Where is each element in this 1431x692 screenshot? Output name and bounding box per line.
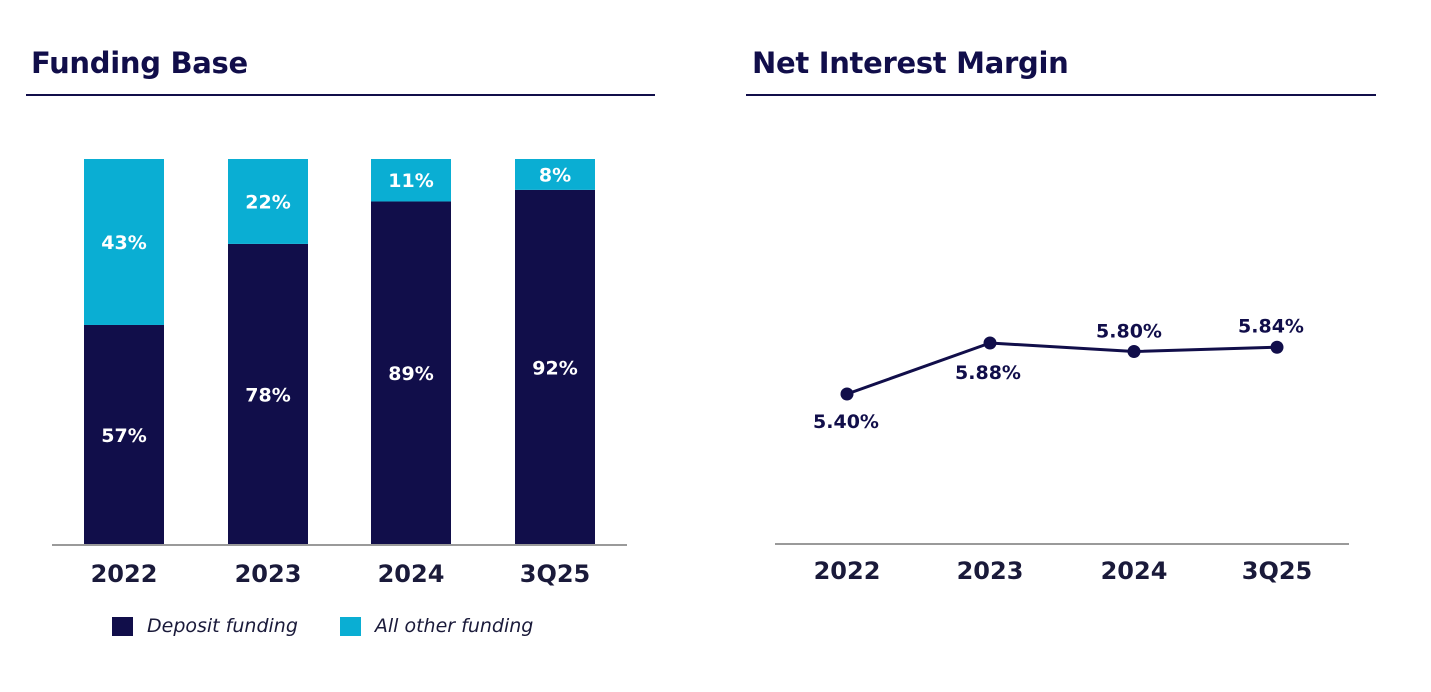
nim-point-2023 bbox=[983, 336, 997, 350]
x-tick-label-2023: 2023 bbox=[235, 560, 302, 588]
nim-label-3q25: 5.84% bbox=[1238, 315, 1304, 337]
bar-label-other-2023: 22% bbox=[245, 191, 290, 213]
nim-point-2024 bbox=[1127, 345, 1141, 358]
bar-deposit-2022 bbox=[84, 324, 164, 545]
nim-label-2022: 5.40% bbox=[813, 411, 879, 433]
nim-x-tick-label-2022: 2022 bbox=[814, 557, 881, 585]
nim-x-tick-label-3q25: 3Q25 bbox=[1242, 557, 1313, 585]
nim-label-2023: 5.88% bbox=[955, 362, 1021, 384]
nim-point-3q25 bbox=[1270, 340, 1284, 354]
bar-label-deposit-2022: 57% bbox=[101, 425, 146, 447]
bar-label-other-2024: 11% bbox=[388, 170, 433, 192]
nim-x-tick-label-2023: 2023 bbox=[957, 557, 1024, 585]
funding-base-title-rule bbox=[26, 94, 655, 96]
bar-deposit-3q25 bbox=[515, 189, 595, 545]
bar-label-other-3q25: 8% bbox=[539, 164, 571, 186]
x-tick-label-3q25: 3Q25 bbox=[520, 560, 591, 588]
funding-base-title: Funding Base bbox=[31, 46, 248, 80]
x-tick-label-2022: 2022 bbox=[91, 560, 158, 588]
legend-label-deposit-funding: Deposit funding bbox=[147, 615, 298, 637]
funding-base-legend: Deposit funding All other funding bbox=[112, 612, 575, 640]
legend-item-deposit-funding: Deposit funding bbox=[112, 615, 298, 637]
bar-deposit-2023 bbox=[228, 243, 308, 546]
bar-other-2023 bbox=[228, 159, 308, 244]
nim-series-line bbox=[846, 341, 1278, 396]
nim-point-2022 bbox=[840, 387, 854, 401]
bar-label-other-2022: 43% bbox=[101, 232, 146, 254]
nim-label-2024: 5.80% bbox=[1096, 321, 1162, 343]
bar-label-deposit-3q25: 92% bbox=[532, 357, 577, 379]
x-tick-label-2024: 2024 bbox=[378, 560, 445, 588]
bar-deposit-2024 bbox=[371, 201, 451, 545]
bar-other-3q25 bbox=[515, 159, 595, 190]
legend-label-all-other-funding: All other funding bbox=[374, 615, 534, 637]
net-interest-margin-title: Net Interest Margin bbox=[752, 46, 1069, 80]
legend-item-all-other-funding: All other funding bbox=[339, 615, 534, 637]
net-interest-margin-title-rule bbox=[746, 94, 1376, 96]
bar-label-deposit-2024: 89% bbox=[388, 363, 433, 385]
legend-swatch-deposit-funding bbox=[112, 616, 133, 636]
legend-swatch-all-other-funding bbox=[339, 616, 361, 636]
bar-other-2022 bbox=[84, 159, 164, 325]
bar-other-2024 bbox=[371, 159, 451, 202]
nim-x-tick-label-2024: 2024 bbox=[1101, 557, 1168, 585]
bar-label-deposit-2023: 78% bbox=[245, 384, 290, 406]
